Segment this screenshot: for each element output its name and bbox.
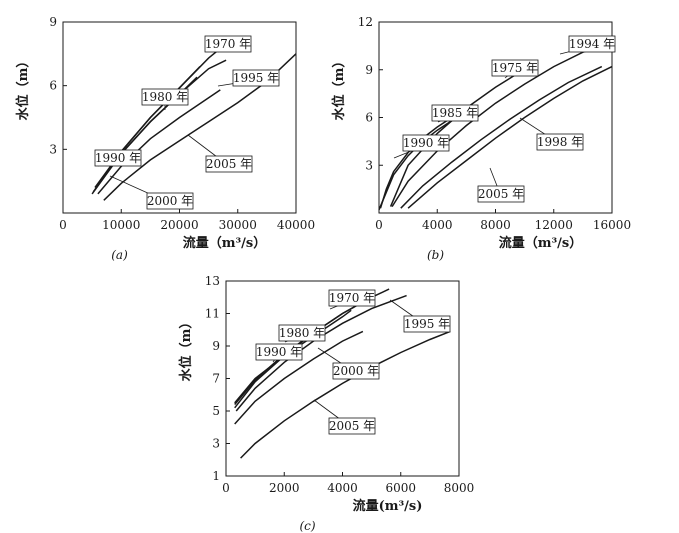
y-tick-label: 1	[212, 469, 220, 483]
series-label: 1990 年	[403, 136, 449, 150]
y-tick-label: 3	[365, 158, 373, 172]
y-tick-label: 3	[212, 437, 220, 451]
series-label-box	[278, 324, 326, 342]
y-axis-title: 水位（m）	[15, 55, 31, 121]
y-tick-label: 13	[205, 274, 220, 288]
series-label-box	[232, 69, 280, 87]
chart-panel-c: 0 2000 4000 6000 8000135791113流量(m³/s)水位（m）(…	[178, 274, 474, 533]
x-tick-label: 30000	[219, 218, 257, 232]
series-label-box	[94, 149, 142, 167]
y-tick-label: 11	[205, 307, 220, 321]
series-line-1980	[234, 306, 355, 405]
y-axis-title: 水位（m）	[331, 55, 347, 121]
series-label-box	[205, 155, 253, 173]
series-label-box	[402, 134, 450, 152]
x-tick-label: 40000	[277, 218, 315, 232]
x-axis-title: 流量(m³/s)	[353, 498, 423, 514]
panel-caption: (a)	[111, 248, 128, 262]
panel-caption: (b)	[427, 248, 444, 262]
series-label: 1995 年	[404, 317, 450, 331]
series-label-box	[536, 133, 584, 151]
chart-panel-b: 0 4000 8000 12000 16000 3 6 9 12 流量（m³/s） 水位（m） (b)…	[331, 15, 631, 262]
series-label: 2005 年	[206, 157, 252, 171]
x-tick-label: 12000	[535, 218, 573, 232]
series-label: 2005 年	[329, 419, 375, 433]
series-label-box	[328, 417, 376, 435]
series-label: 1995 年	[233, 71, 279, 85]
series-label-box	[141, 88, 189, 106]
series-line-1980	[94, 66, 201, 191]
y-tick-label: 6	[49, 79, 57, 93]
x-tick-label: 8000	[444, 481, 475, 495]
x-tick-label: 6000	[385, 481, 416, 495]
x-axis-title: 流量（m³/s）	[183, 235, 267, 251]
x-tick-label: 10000	[102, 218, 140, 232]
series-label: 1980 年	[142, 90, 188, 104]
x-tick-label: 8000	[480, 218, 511, 232]
series-label-box	[477, 185, 525, 203]
series-line-2005	[240, 330, 451, 459]
y-tick-label: 9	[365, 63, 373, 77]
y-tick-label: 9	[212, 339, 220, 353]
series-label: 1970 年	[329, 291, 375, 305]
series-label-box	[332, 362, 380, 380]
chart-panel-a: 0 10000 20000 30000 40000 3 6 9 流量（m³/s） 水位（m） (a)…	[15, 15, 315, 262]
series-label-box	[431, 104, 479, 122]
series-label-box	[403, 315, 451, 333]
series-label-box	[204, 35, 252, 53]
series-label: 1970 年	[205, 37, 251, 51]
series-label: 1998 年	[537, 135, 583, 149]
series-label: 1990 年	[95, 151, 141, 165]
x-tick-label: 2000	[269, 481, 300, 495]
y-tick-label: 3	[49, 142, 57, 156]
series-line-2000	[97, 89, 221, 195]
series-line-2005	[407, 65, 613, 209]
series-label-box	[146, 192, 194, 210]
series-label: 1980 年	[279, 326, 325, 340]
x-tick-label: 4000	[327, 481, 358, 495]
series-label: 2000 年	[333, 364, 379, 378]
x-tick-label: 20000	[160, 218, 198, 232]
y-tick-label: 6	[365, 111, 373, 125]
x-tick-label: 0	[375, 218, 383, 232]
series-line-1990	[378, 116, 458, 211]
series-line-1985	[379, 113, 460, 209]
series-label: 1990 年	[256, 345, 302, 359]
series-label-box	[568, 35, 616, 53]
series-label: 1975 年	[492, 61, 538, 75]
x-tick-label: 0	[222, 481, 230, 495]
x-tick-label: 0	[59, 218, 67, 232]
series-label: 2005 年	[478, 187, 524, 201]
x-tick-label: 4000	[422, 218, 453, 232]
series-label: 1985 年	[432, 106, 478, 120]
y-axis-title: 水位（m）	[178, 316, 194, 382]
y-tick-label: 9	[49, 15, 57, 29]
series-label-box	[491, 59, 539, 77]
y-tick-label: 5	[212, 404, 220, 418]
series-label: 1994 年	[569, 37, 615, 51]
series-line-2000	[234, 330, 364, 425]
x-tick-label: 16000	[593, 218, 631, 232]
series-line-1998	[400, 65, 603, 209]
series-label: 2000 年	[147, 194, 193, 208]
y-tick-label: 12	[358, 15, 373, 29]
series-label-box	[255, 343, 303, 361]
y-tick-label: 7	[212, 372, 220, 386]
series-label-box	[328, 289, 376, 307]
x-axis-title: 流量（m³/s）	[499, 235, 583, 251]
series-line-1994	[391, 43, 610, 207]
panel-caption: (c)	[299, 519, 315, 533]
